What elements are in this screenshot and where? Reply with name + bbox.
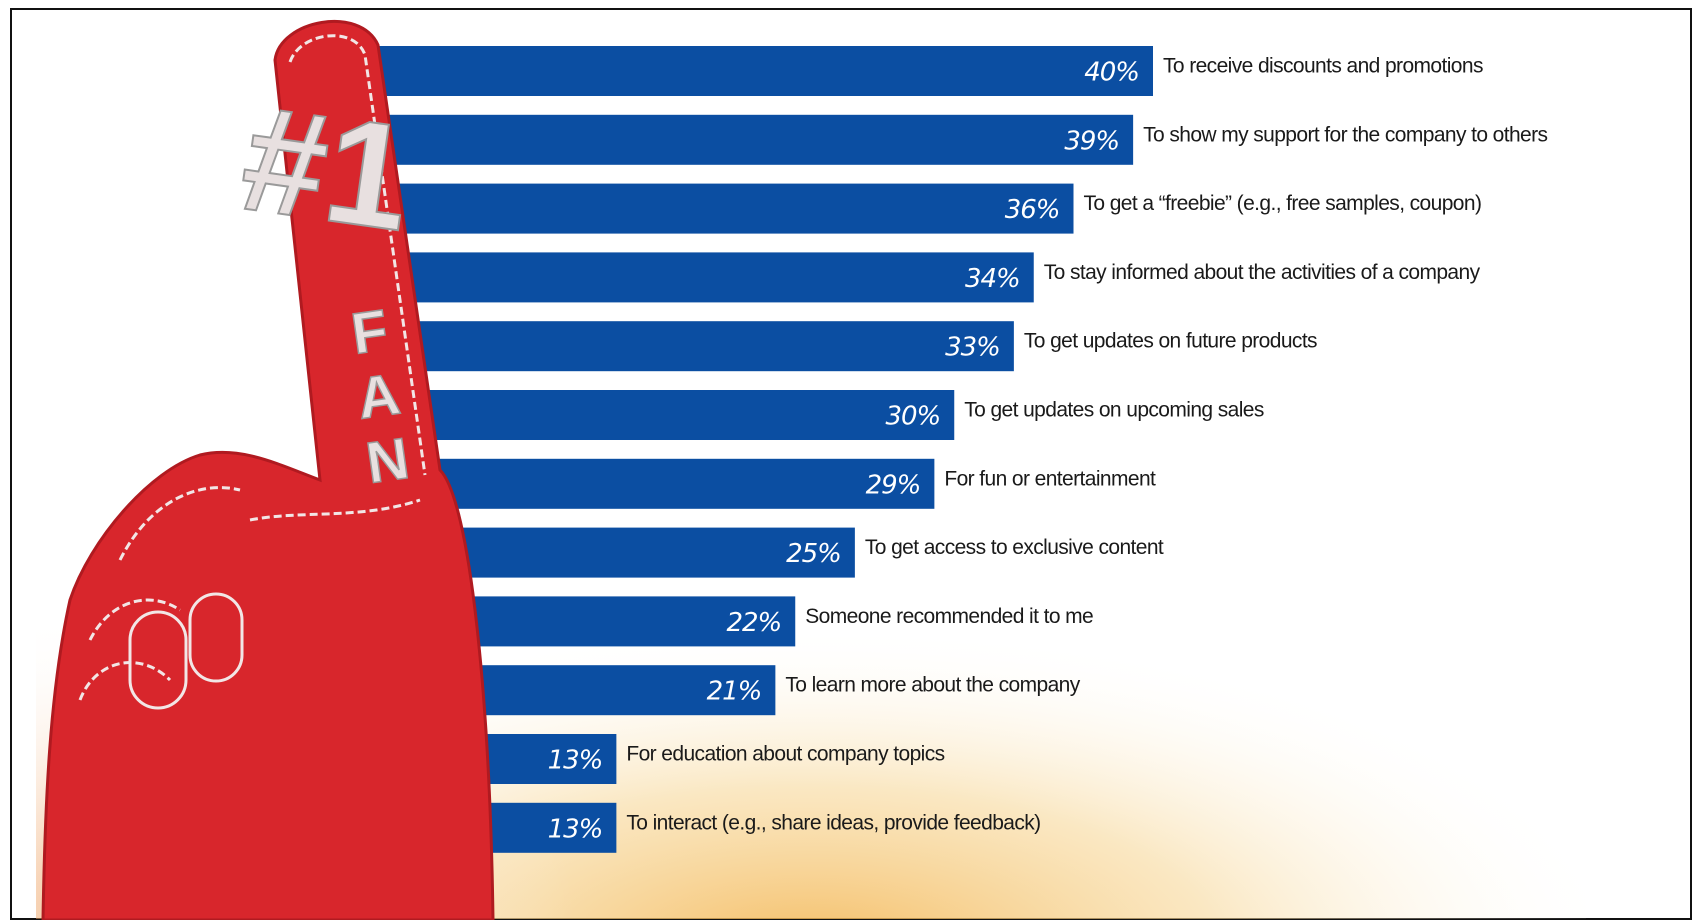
value-label: 22% <box>726 608 781 638</box>
bar <box>358 46 1153 96</box>
value-label: 21% <box>707 677 762 707</box>
category-label: For education about company topics <box>626 743 944 766</box>
bar <box>358 183 1074 234</box>
value-label: 25% <box>786 539 841 569</box>
hand-stitching <box>78 34 427 701</box>
value-label: 40% <box>1084 58 1139 88</box>
foam-hand: #1 FAN <box>41 20 495 920</box>
bar <box>358 390 955 440</box>
value-label: 30% <box>885 402 940 432</box>
category-label: To get updates on upcoming sales <box>964 399 1264 422</box>
category-label: To receive discounts and promotions <box>1163 55 1483 78</box>
category-label: To get updates on future products <box>1024 330 1317 353</box>
hand-number: #1 <box>232 73 421 263</box>
category-label: To learn more about the company <box>785 674 1080 697</box>
category-label: To interact (e.g., share ideas, provide … <box>626 811 1040 834</box>
value-label: 33% <box>945 333 1000 363</box>
category-label: To get access to exclusive content <box>865 536 1164 559</box>
category-label: To get a “freebie” (e.g., free samples, … <box>1084 192 1482 215</box>
value-label: 36% <box>1005 195 1060 225</box>
bar <box>358 252 1034 303</box>
category-label: To show my support for the company to ot… <box>1143 123 1547 146</box>
category-label: To stay informed about the activities of… <box>1044 261 1481 284</box>
category-label: Someone recommended it to me <box>805 605 1093 628</box>
value-label: 13% <box>548 746 603 776</box>
value-label: 34% <box>965 264 1020 294</box>
category-label: For fun or entertainment <box>944 467 1156 490</box>
bar <box>358 114 1134 165</box>
value-label: 29% <box>866 470 921 500</box>
value-label: 13% <box>548 814 603 844</box>
hand-shape <box>41 20 495 920</box>
value-label: 39% <box>1064 126 1119 156</box>
hand-knuckles <box>128 592 244 710</box>
bar <box>358 321 1014 372</box>
